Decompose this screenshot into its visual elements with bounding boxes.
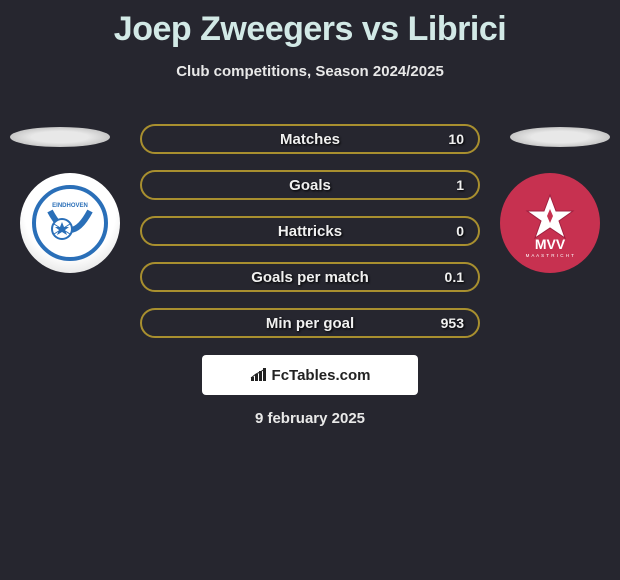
club-right-logo-icon: MVV M A A S T R I C H T [510,183,590,263]
stat-label: Min per goal [266,315,354,332]
svg-text:MVV: MVV [535,236,566,252]
stats-container: Matches 10 Goals 1 Hattricks 0 Goals per… [140,124,480,354]
club-left-logo-icon: EINDHOVEN [36,189,104,257]
stat-row-hattricks: Hattricks 0 [140,216,480,246]
stat-row-goals: Goals 1 [140,170,480,200]
page-title: Joep Zweegers vs Librici [0,0,620,49]
stat-label: Hattricks [278,223,342,240]
stat-right-value: 953 [441,315,464,331]
svg-text:M A A S T R I C H T: M A A S T R I C H T [526,253,575,258]
stat-row-mpg: Min per goal 953 [140,308,480,338]
stat-right-value: 0.1 [445,269,464,285]
stat-label: Matches [280,131,340,148]
brand-text: FcTables.com [272,367,371,384]
stat-right-value: 1 [456,177,464,193]
stat-row-matches: Matches 10 [140,124,480,154]
club-badge-left: EINDHOVEN [20,173,120,273]
stat-right-value: 10 [448,131,464,147]
club-badge-right: MVV M A A S T R I C H T [500,173,600,273]
stat-label: Goals per match [251,269,369,286]
stat-right-value: 0 [456,223,464,239]
player-avatar-left [10,127,110,147]
brand-badge: FcTables.com [202,355,418,395]
stat-row-gpm: Goals per match 0.1 [140,262,480,292]
svg-text:EINDHOVEN: EINDHOVEN [52,203,88,209]
player-avatar-right [510,127,610,147]
date-text: 9 february 2025 [0,410,620,427]
brand-chart-icon [250,368,268,382]
stat-label: Goals [289,177,331,194]
subtitle: Club competitions, Season 2024/2025 [0,63,620,80]
